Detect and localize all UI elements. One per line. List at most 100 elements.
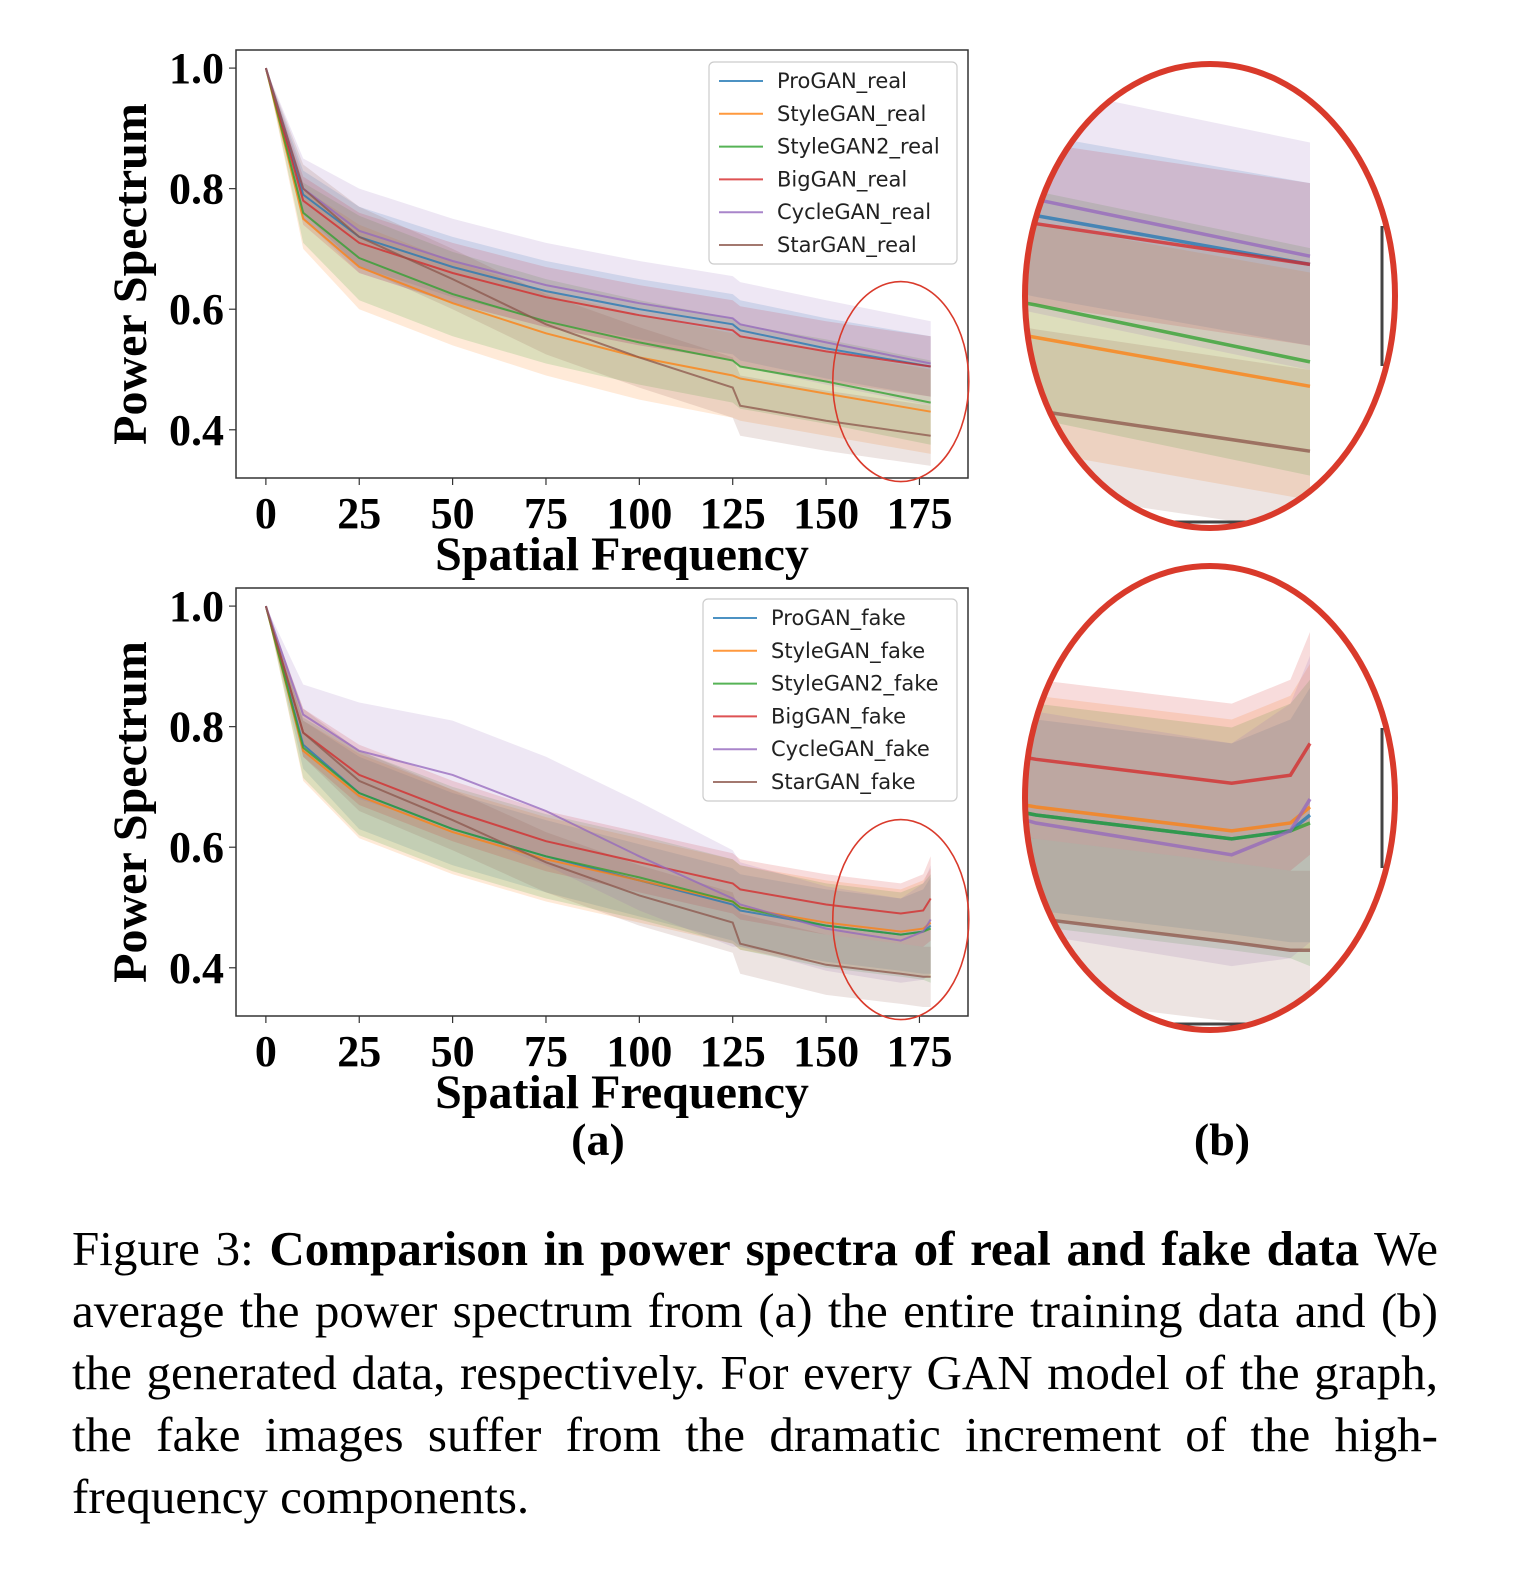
series-line-ProGAN_real (264, 67, 931, 368)
zoom-ellipse (1022, 61, 1398, 531)
legend-box (702, 598, 958, 802)
x-tick-label: 0 (255, 1027, 277, 1076)
fake-spectrum-plot: 0 25 50 75 100 125 150 175 0.4 0.6 0.8 1.0 Spatial F… (104, 582, 970, 1119)
legend-entry: ProGAN_real (777, 69, 907, 94)
series-band-BigGAN_real (265, 68, 931, 397)
x-tick-label: 175 (886, 489, 952, 538)
series-band-StyleGAN2_fake (265, 606, 931, 983)
zoom-band-CycleGAN_real (1025, 64, 1310, 370)
series-band-StarGAN_fake (265, 606, 931, 1007)
x-tick-label: 0 (255, 489, 277, 538)
zoom-band-StarGAN_fake (1025, 727, 1310, 1030)
series-line-CycleGAN_fake (264, 605, 932, 942)
zoom-band-StyleGAN2_real (1025, 134, 1310, 476)
y-tick-label: 0.4 (169, 944, 224, 993)
y-tick-label: 0.6 (169, 285, 224, 334)
zoom-line-StyleGAN_real (1025, 287, 1311, 389)
panel-label-b: (b) (1194, 1114, 1250, 1165)
legend-entry: ProGAN_fake (771, 606, 906, 631)
zoom-band-BigGAN_fake (1025, 624, 1310, 871)
series-band-CycleGAN_real (265, 68, 931, 406)
x-tick-label: 150 (793, 1027, 859, 1076)
y-tick-label: 0.8 (169, 703, 224, 752)
series-band-StyleGAN2_real (265, 68, 931, 445)
zoom-band-StarGAN_real (1025, 240, 1310, 528)
series-band-StyleGAN_fake (265, 606, 931, 977)
zoom-line-StyleGAN_fake (1025, 750, 1312, 833)
legend-entry: StyleGAN2_fake (771, 672, 939, 697)
series-band-StyleGAN_real (265, 68, 931, 454)
y-tick-label: 1.0 (169, 44, 224, 93)
highlight-ellipse (831, 280, 970, 483)
zoom-line-StarGAN_real (1025, 320, 1311, 453)
zoom-band-ProGAN_real (1025, 69, 1310, 346)
y-tick-label: 1.0 (169, 582, 224, 631)
x-axis-label: Spatial Frequency (435, 528, 809, 581)
zoom-line-ProGAN_real (1025, 149, 1311, 267)
series-band-ProGAN_fake (265, 606, 931, 974)
legend-entry: StyleGAN_real (777, 102, 926, 127)
y-axis-label: Power Spectrum (104, 103, 157, 445)
series-line-StyleGAN2_fake (264, 605, 932, 936)
zoom-band-StyleGAN2_fake (1025, 640, 1310, 967)
zoom-band-StyleGAN_real (1025, 175, 1310, 500)
zoom-band-ProGAN_fake (1025, 663, 1310, 943)
x-tick-label: 175 (886, 1027, 952, 1076)
legend-entry: BigGAN_fake (771, 704, 906, 729)
series-band-ProGAN_real (265, 68, 931, 397)
zoom-line-CycleGAN_fake (1025, 742, 1312, 857)
x-tick-label: 150 (793, 489, 859, 538)
y-tick-label: 0.6 (169, 823, 224, 872)
x-tick-label: 50 (431, 1027, 475, 1076)
panel-label-a: (a) (571, 1114, 625, 1165)
x-tick-label: 125 (700, 489, 766, 538)
series-line-BigGAN_real (264, 67, 931, 368)
figure-caption: Figure 3: Comparison in power spectra of… (72, 1218, 1438, 1528)
y-tick-label: 0.4 (169, 406, 224, 455)
legend-entry: BigGAN_real (777, 167, 907, 192)
x-tick-label: 50 (431, 489, 475, 538)
x-tick-label: 75 (524, 489, 568, 538)
zoom-line-BigGAN_real (1025, 165, 1311, 267)
series-line-BigGAN_fake (264, 605, 932, 915)
plot-frame (235, 49, 969, 479)
zoom-line-StyleGAN2_fake (1025, 750, 1311, 841)
legend-entry: CycleGAN_fake (771, 737, 930, 762)
plot-frame (235, 587, 969, 1017)
zoom-line-BigGAN_fake (1025, 702, 1312, 785)
y-tick-label: 0.8 (169, 165, 224, 214)
x-tick-label: 75 (524, 1027, 568, 1076)
x-tick-label: 100 (606, 489, 672, 538)
series-band-CycleGAN_fake (265, 606, 931, 983)
zoom-content (1025, 616, 1384, 1030)
caption-label: Figure 3: (72, 1221, 254, 1276)
legend-entry: StarGAN_fake (771, 770, 916, 795)
legend-entry: StyleGAN_fake (771, 639, 925, 664)
zoom-band-BigGAN_real (1025, 85, 1310, 346)
series-line-StyleGAN_fake (264, 605, 932, 933)
y-axis-label: Power Spectrum (104, 641, 157, 983)
zoom-band-CycleGAN_fake (1025, 616, 1310, 967)
highlight-ellipse (831, 818, 970, 1021)
x-tick-label: 125 (700, 1027, 766, 1076)
legend-box (708, 61, 958, 265)
series-line-StyleGAN_real (264, 67, 931, 413)
zoom-line-StarGAN_fake (1025, 806, 1310, 952)
legend-entry: StarGAN_real (777, 233, 917, 258)
zoom-band-StyleGAN_fake (1025, 640, 1310, 951)
real-spectrum-plot: 0 25 50 75 100 125 150 175 0.4 0.6 0.8 1.0 Spatial F… (104, 44, 970, 581)
zoom-content (1025, 64, 1384, 528)
series-line-StarGAN_fake (264, 605, 931, 978)
fake-zoom-inset (1022, 563, 1398, 1033)
real-zoom-inset (1022, 61, 1398, 531)
zoom-line-StyleGAN2_real (1025, 246, 1311, 364)
series-line-StyleGAN2_real (264, 67, 931, 404)
series-band-BigGAN_fake (265, 606, 931, 947)
figure: 0 25 50 75 100 125 150 175 0.4 0.6 0.8 1.0 Spatial F… (104, 44, 1398, 1165)
caption-text: We average the power spectrum from (a) t… (72, 1221, 1439, 1524)
zoom-ellipse (1022, 563, 1398, 1033)
legend-entry: CycleGAN_real (777, 200, 931, 225)
caption-title: Comparison in power spectra of real and … (269, 1221, 1360, 1276)
x-tick-label: 25 (337, 489, 381, 538)
zoom-line-CycleGAN_real (1025, 133, 1311, 258)
